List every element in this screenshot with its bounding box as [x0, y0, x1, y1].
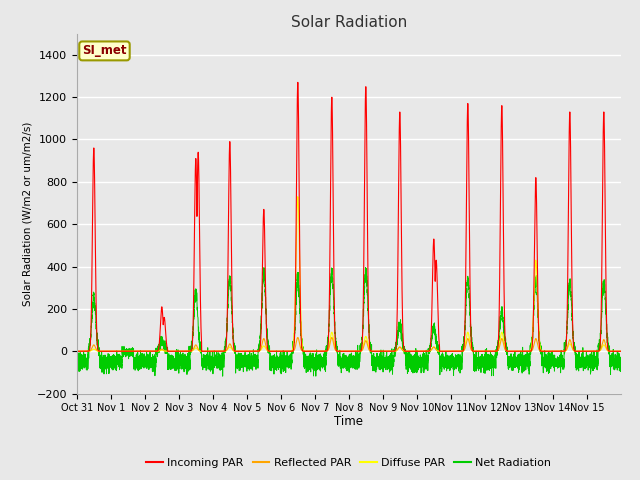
Reflected PAR	[73, 348, 81, 354]
Incoming PAR	[317, 348, 324, 354]
Net Radiation	[219, 373, 227, 379]
Reflected PAR	[92, 346, 100, 351]
Net Radiation	[317, 358, 324, 363]
Diffuse PAR	[617, 348, 625, 354]
Diffuse PAR	[481, 348, 489, 354]
Incoming PAR	[92, 284, 100, 289]
Incoming PAR	[547, 348, 555, 354]
Net Radiation	[362, 264, 369, 270]
Title: Solar Radiation: Solar Radiation	[291, 15, 407, 30]
Net Radiation	[240, 358, 248, 364]
Diffuse PAR	[547, 348, 555, 354]
Line: Incoming PAR: Incoming PAR	[77, 83, 621, 351]
Diffuse PAR	[73, 348, 81, 354]
Reflected PAR	[617, 348, 625, 354]
Reflected PAR	[240, 348, 248, 354]
Diffuse PAR	[294, 194, 301, 200]
Diffuse PAR	[214, 348, 221, 354]
Reflected PAR	[481, 348, 489, 354]
Incoming PAR	[73, 348, 81, 354]
Diffuse PAR	[240, 348, 248, 354]
Net Radiation	[92, 320, 100, 326]
Incoming PAR	[481, 348, 489, 354]
Reflected PAR	[547, 348, 555, 354]
Net Radiation	[73, 353, 81, 359]
Legend: Incoming PAR, Reflected PAR, Diffuse PAR, Net Radiation: Incoming PAR, Reflected PAR, Diffuse PAR…	[141, 453, 556, 472]
Net Radiation	[482, 356, 490, 361]
Text: SI_met: SI_met	[82, 44, 127, 58]
Net Radiation	[214, 360, 221, 366]
Incoming PAR	[294, 80, 301, 85]
X-axis label: Time: Time	[334, 415, 364, 428]
Reflected PAR	[317, 348, 324, 354]
Diffuse PAR	[92, 348, 100, 353]
Line: Net Radiation: Net Radiation	[77, 267, 621, 376]
Line: Reflected PAR: Reflected PAR	[77, 337, 621, 351]
Line: Diffuse PAR: Diffuse PAR	[77, 197, 621, 351]
Y-axis label: Solar Radiation (W/m2 or um/m2/s): Solar Radiation (W/m2 or um/m2/s)	[22, 121, 33, 306]
Incoming PAR	[617, 348, 625, 354]
Diffuse PAR	[317, 348, 324, 354]
Incoming PAR	[214, 348, 221, 354]
Reflected PAR	[214, 348, 221, 354]
Net Radiation	[617, 355, 625, 361]
Reflected PAR	[294, 335, 301, 340]
Incoming PAR	[240, 348, 248, 354]
Net Radiation	[547, 349, 555, 355]
